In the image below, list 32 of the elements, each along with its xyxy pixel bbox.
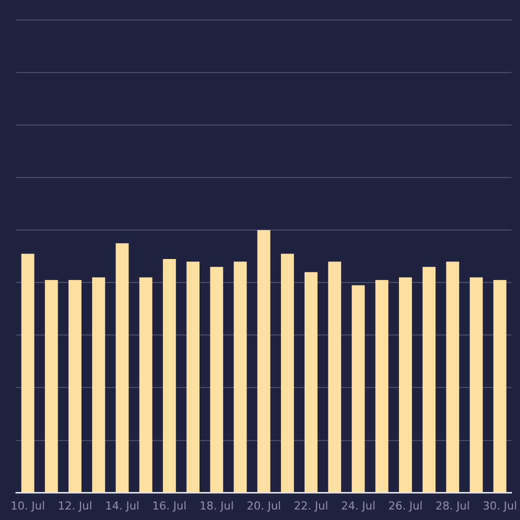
x-tick-label: 26. Jul: [388, 499, 423, 512]
x-tick-label: 16. Jul: [152, 499, 187, 512]
bar: [470, 277, 483, 492]
bar: [493, 280, 506, 492]
bar: [375, 280, 388, 492]
bar: [352, 285, 365, 492]
bar: [44, 280, 58, 492]
x-tick-label: 24. Jul: [341, 499, 376, 512]
bar: [162, 259, 176, 492]
bar: [139, 277, 152, 492]
bar: [328, 262, 342, 492]
x-tick-label: 12. Jul: [58, 499, 92, 512]
x-tick-label: 10. Jul: [10, 499, 45, 512]
x-tick-label: 22. Jul: [294, 499, 328, 512]
bar: [116, 243, 129, 492]
x-tick-label: 30. Jul: [482, 499, 517, 512]
bar: [280, 254, 294, 492]
bar: [257, 230, 270, 492]
x-tick-label: 14. Jul: [105, 499, 140, 512]
bar: [92, 277, 106, 492]
bar: [304, 272, 318, 492]
bar: [422, 266, 436, 492]
x-tick-label: 18. Jul: [199, 499, 234, 512]
bar: [68, 280, 82, 492]
bar: [186, 262, 200, 492]
bar: [234, 262, 247, 492]
x-tick-label: 28. Jul: [436, 499, 470, 512]
x-tick-label: 20. Jul: [246, 499, 281, 512]
bar: [21, 254, 34, 492]
bar: [398, 277, 412, 492]
bar: [446, 262, 460, 492]
bar: [210, 266, 224, 492]
